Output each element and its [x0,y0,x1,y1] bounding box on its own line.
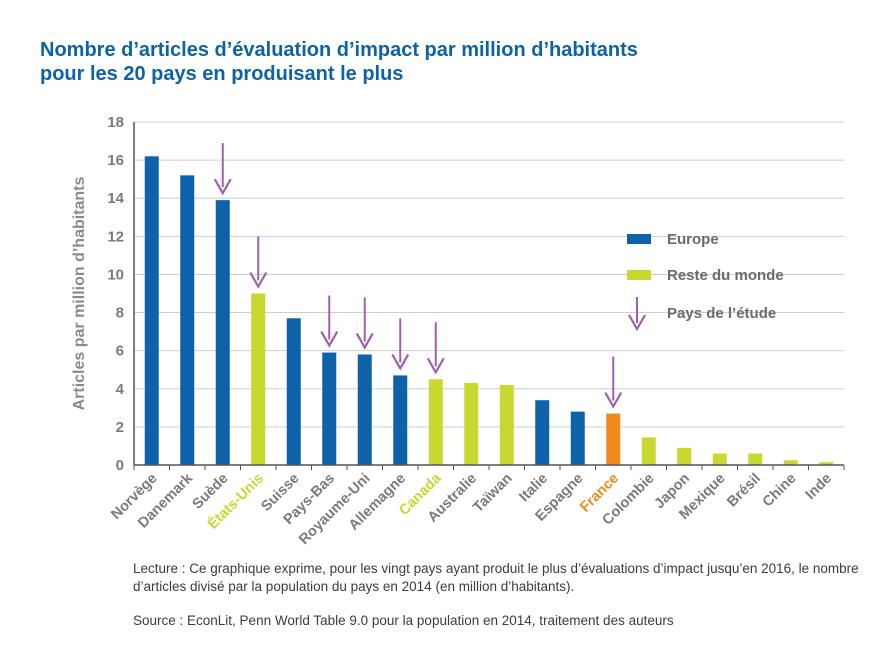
y-tick-label: 4 [116,381,125,398]
bar-chart: 0 2 4 6 8 10 12 14 16 18 Articles par million d’h… [71,114,845,548]
bar-11 [535,400,550,465]
bar-14 [641,437,656,465]
chart-title: Nombre d’articles d’évaluation d’impact … [40,38,860,86]
study-arrow-5 [320,295,339,348]
y-tick-label: 8 [116,305,124,322]
chart-title-line-2: pour les 20 pays en produisant le plus [40,63,404,85]
legend-label: Europe [667,231,719,248]
study-arrows [213,143,623,409]
bar-6 [357,354,372,465]
y-tick-label: 6 [116,343,124,360]
bar-5 [322,352,337,465]
legend-entry-rest: Reste du monde [627,267,784,284]
bar-0 [144,156,159,466]
legend-entry-europe: Europe [627,231,719,248]
arrow-head [249,271,268,289]
x-axis-categories: NorvègeDanemarkSuèdeÉtats-UnisSuissePays… [108,470,835,548]
study-arrow-8 [426,322,445,375]
bar-17 [748,453,763,465]
bar-12 [570,411,585,465]
y-tick-label: 2 [116,419,124,436]
bar-3 [251,293,266,465]
bar-1 [180,175,195,465]
bars [144,156,834,466]
bar-4 [286,318,301,465]
category-label: Inde [803,471,835,503]
category-label: Brésil [724,471,764,511]
arrow-head [604,392,623,409]
legend-label: Pays de l’étude [667,305,776,322]
bar-13 [606,413,621,465]
y-tick-label: 10 [107,266,124,283]
axes [133,122,845,470]
category-label: Taïwan [470,471,515,516]
bar-10 [499,384,514,465]
bar-16 [712,453,727,465]
legend-swatch [627,270,651,280]
y-axis-label: Articles par million d’habitants [71,176,88,410]
arrow-head [213,178,232,196]
y-tick-label: 0 [116,457,124,474]
bar-8 [428,379,443,465]
bar-19 [819,462,834,465]
bar-15 [677,447,692,465]
lecture-note: Lecture : Ce graphique exprime, pour les… [133,561,859,594]
arrow-head [320,331,339,348]
study-arrow-2 [213,143,232,196]
y-axis-ticks: 0 2 4 6 8 10 12 14 16 18 [107,114,124,474]
chart-title-line-1: Nombre d’articles d’évaluation d’impact … [40,39,638,61]
bar-7 [393,375,408,465]
legend: Europe Reste du monde Pays de l’étude [627,231,784,332]
y-tick-label: 14 [107,190,124,207]
arrow-head [628,314,646,332]
source-note: Source : EconLit, Penn World Table 9.0 p… [133,613,674,628]
y-tick-label: 12 [107,228,124,245]
arrow-head [426,357,445,375]
legend-arrow-icon [628,297,646,332]
bar-18 [783,460,798,465]
legend-label: Reste du monde [667,267,784,284]
study-arrow-13 [604,356,623,409]
study-arrow-7 [391,318,410,371]
arrow-head [355,332,374,350]
arrow-head [391,353,410,371]
legend-entry-arrow: Pays de l’étude [628,297,776,332]
category-label: Chine [760,471,800,511]
study-arrow-3 [249,236,268,289]
bar-9 [464,383,479,465]
bar-2 [215,200,230,465]
study-arrow-6 [355,297,374,350]
y-tick-label: 18 [107,114,124,131]
y-tick-label: 16 [107,152,124,169]
legend-swatch [627,234,651,244]
